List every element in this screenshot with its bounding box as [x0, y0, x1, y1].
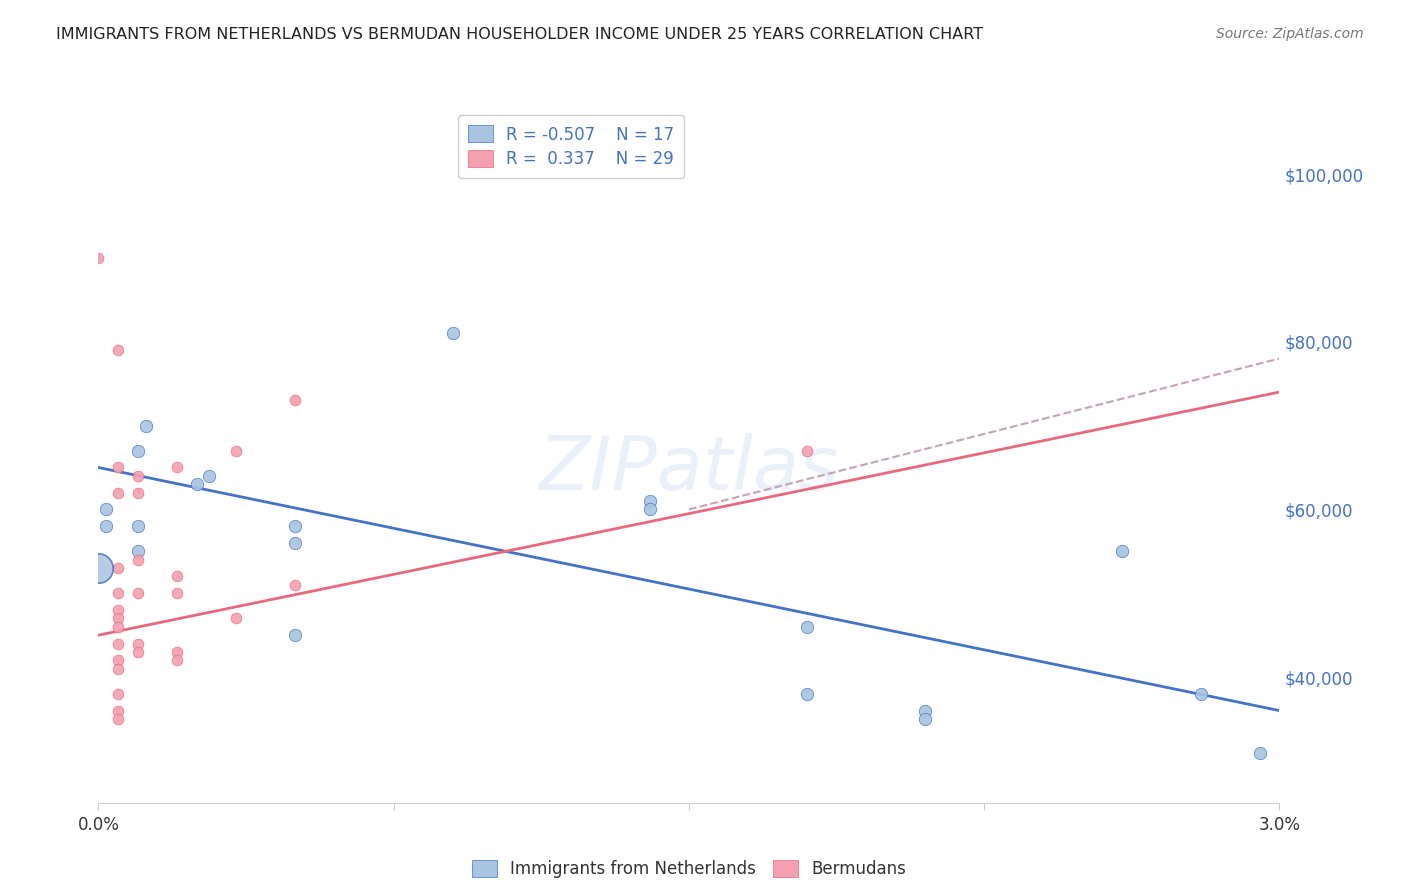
Point — [284, 628, 307, 642]
Text: 3.0%: 3.0% — [1258, 816, 1301, 834]
Point — [284, 519, 307, 533]
Point — [127, 636, 149, 650]
Point — [1249, 746, 1271, 760]
Point — [107, 620, 129, 634]
Point — [441, 326, 464, 341]
Point — [796, 443, 818, 458]
Point — [107, 343, 129, 358]
Point — [127, 544, 149, 558]
Point — [166, 569, 188, 583]
Point — [796, 687, 818, 701]
Point — [107, 662, 129, 676]
Point — [166, 653, 188, 667]
Text: ZIPatlas: ZIPatlas — [538, 433, 839, 505]
Point — [135, 418, 157, 433]
Point — [87, 561, 110, 575]
Point — [127, 519, 149, 533]
Point — [96, 519, 118, 533]
Point — [107, 603, 129, 617]
Point — [127, 468, 149, 483]
Point — [914, 704, 936, 718]
Point — [166, 645, 188, 659]
Text: Source: ZipAtlas.com: Source: ZipAtlas.com — [1216, 27, 1364, 41]
Point — [127, 586, 149, 600]
Point — [107, 460, 129, 475]
Point — [127, 552, 149, 566]
Point — [284, 393, 307, 408]
Point — [186, 477, 208, 491]
Point — [1189, 687, 1212, 701]
Point — [107, 712, 129, 726]
Point — [107, 611, 129, 625]
Point — [1111, 544, 1133, 558]
Point — [284, 536, 307, 550]
Point — [107, 636, 129, 650]
Point — [638, 502, 661, 516]
Point — [197, 468, 219, 483]
Point — [225, 611, 247, 625]
Point — [284, 578, 307, 592]
Point — [127, 443, 149, 458]
Point — [166, 460, 188, 475]
Text: 0.0%: 0.0% — [77, 816, 120, 834]
Point — [87, 251, 110, 265]
Point — [127, 645, 149, 659]
Point — [107, 704, 129, 718]
Legend: Immigrants from Netherlands, Bermudans: Immigrants from Netherlands, Bermudans — [465, 854, 912, 885]
Point — [914, 712, 936, 726]
Point — [96, 502, 118, 516]
Point — [107, 485, 129, 500]
Point — [638, 494, 661, 508]
Point — [107, 653, 129, 667]
Point — [225, 443, 247, 458]
Point — [107, 561, 129, 575]
Text: IMMIGRANTS FROM NETHERLANDS VS BERMUDAN HOUSEHOLDER INCOME UNDER 25 YEARS CORREL: IMMIGRANTS FROM NETHERLANDS VS BERMUDAN … — [56, 27, 983, 42]
Point — [107, 586, 129, 600]
Point — [127, 485, 149, 500]
Point — [107, 687, 129, 701]
Point — [166, 586, 188, 600]
Point — [796, 620, 818, 634]
